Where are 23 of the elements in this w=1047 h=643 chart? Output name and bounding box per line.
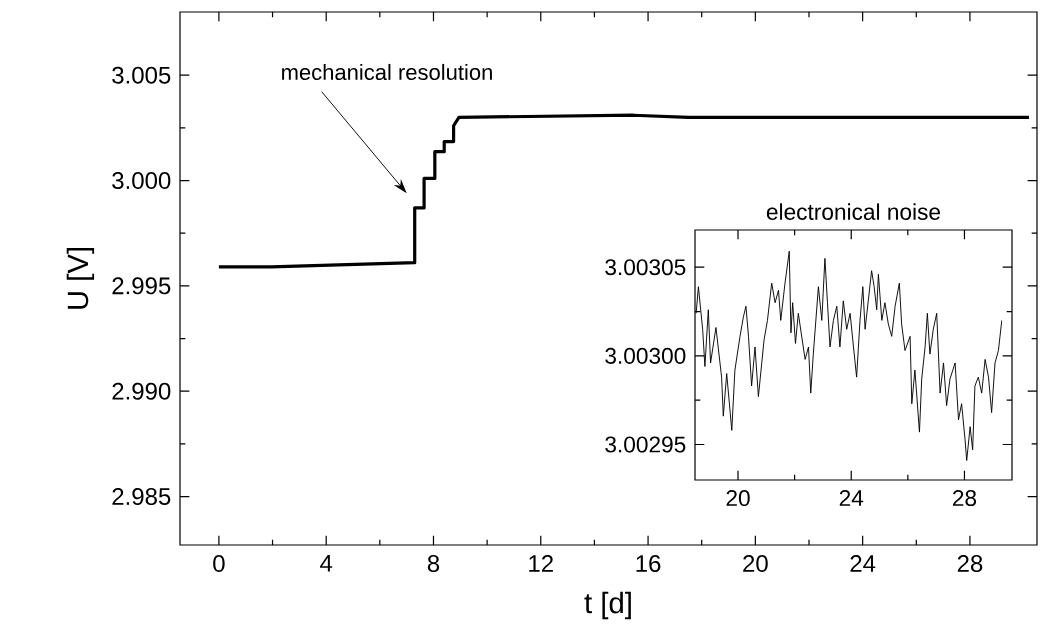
y-tick-label: 3.00300 [605, 347, 686, 364]
y-axis-title: U [V] [66, 248, 95, 309]
y-tick-label: 3.00305 [605, 259, 686, 276]
x-tick-label: 20 [743, 555, 768, 573]
x-tick-label: 28 [952, 490, 977, 507]
x-tick-label: 4 [320, 555, 333, 572]
x-tick-label: 28 [957, 555, 983, 573]
x-tick-label: 12 [529, 555, 553, 572]
y-tick-label: 3.005 [112, 66, 171, 84]
annotation: mechanical resolution [282, 63, 492, 81]
x-tick-label: 24 [850, 555, 876, 572]
x-tick-label: 20 [726, 490, 750, 507]
x-tick-label: 8 [427, 555, 440, 573]
y-tick-label: 3.000 [112, 172, 171, 190]
x-tick-label: 24 [839, 490, 864, 506]
x-tick-label: 16 [636, 555, 661, 573]
chart-title: electronical noise [766, 203, 941, 220]
y-tick-label: 3.00295 [605, 436, 686, 453]
y-tick-label: 2.985 [112, 488, 171, 506]
x-tick-label: 0 [213, 555, 225, 573]
y-tick-label: 2.990 [112, 382, 171, 400]
y-tick-label: 2.995 [112, 277, 171, 295]
x-axis-title: t [d] [584, 591, 631, 620]
